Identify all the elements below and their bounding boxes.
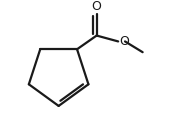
Text: O: O: [92, 0, 102, 13]
Text: O: O: [119, 35, 129, 48]
